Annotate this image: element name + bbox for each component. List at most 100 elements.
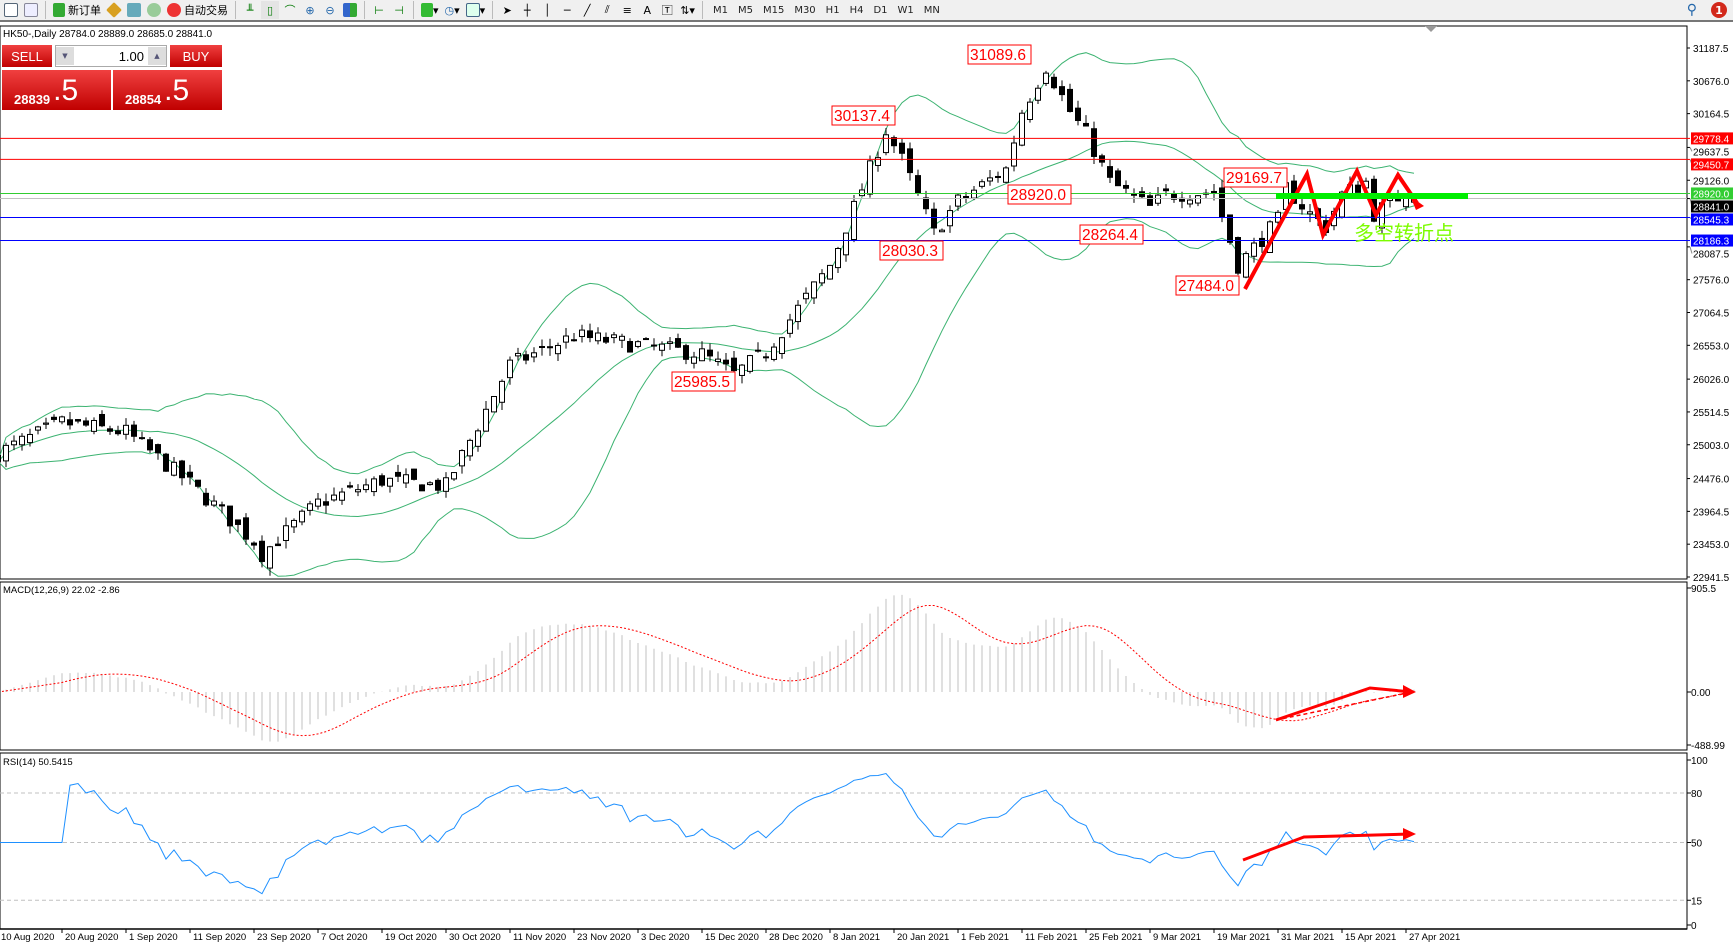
candle: [195, 479, 201, 487]
buy-price-button[interactable]: 28854.5: [113, 70, 222, 110]
price-tick-label: 26026.0: [1693, 375, 1730, 386]
annotation-label: 28030.3: [882, 243, 938, 260]
price-tick-label: 27064.5: [1693, 309, 1730, 320]
vertical-line-button[interactable]: │: [538, 1, 556, 19]
period-m30[interactable]: M30: [794, 4, 816, 16]
time-tick-label: 27 Apr 2021: [1409, 932, 1460, 943]
bar-chart-button[interactable]: ╨: [241, 1, 259, 19]
sell-price-button[interactable]: 28839.5: [2, 70, 111, 110]
candle: [283, 525, 289, 541]
candle: [755, 349, 761, 352]
candle: [491, 396, 497, 413]
text-button[interactable]: A: [638, 1, 656, 19]
decrease-lot-button[interactable]: ▼: [56, 47, 74, 65]
crosshair-button[interactable]: ┼: [518, 1, 536, 19]
period-w1[interactable]: W1: [897, 4, 914, 16]
time-tick-label: 19 Mar 2021: [1217, 932, 1270, 943]
candle: [291, 519, 297, 528]
candle: [35, 426, 41, 431]
time-tick-label: 11 Feb 2021: [1025, 932, 1078, 943]
buy-button-header[interactable]: BUY: [170, 45, 222, 67]
candle: [347, 485, 353, 488]
lot-size-field[interactable]: ▼ 1.00 ▲: [55, 45, 167, 67]
auto-trading-label: 自动交易: [184, 4, 228, 17]
periods-button[interactable]: ◷ ▾: [444, 3, 460, 17]
chart-shift-button[interactable]: ⊣: [390, 1, 408, 19]
equidistant-channel-button[interactable]: ⫽: [598, 1, 616, 19]
trendline-button[interactable]: ╱: [578, 1, 596, 19]
diamond-icon: [106, 2, 122, 18]
tile-windows-button[interactable]: [341, 1, 359, 19]
auto-trading-button[interactable]: 自动交易: [165, 1, 230, 19]
cursor-button[interactable]: ➤: [498, 1, 516, 19]
candle: [355, 489, 361, 493]
new-order-button[interactable]: 新订单: [51, 1, 103, 19]
zoom-out-button[interactable]: ⊖: [321, 1, 339, 19]
sell-button[interactable]: SELL: [2, 45, 52, 67]
period-h4[interactable]: H4: [849, 4, 864, 16]
notification-badge[interactable]: 1: [1711, 2, 1727, 18]
templates-button[interactable]: ▾: [464, 1, 488, 19]
candle: [907, 148, 913, 174]
increase-lot-button[interactable]: ▲: [148, 47, 166, 65]
arrows-button[interactable]: ⇅ ▾: [680, 3, 695, 17]
price-tick-label: 24476.0: [1693, 475, 1730, 486]
candle: [427, 482, 433, 486]
strategy-button[interactable]: [105, 1, 123, 19]
annotation-box: [831, 105, 896, 126]
autoscroll-button[interactable]: ⊢: [370, 1, 388, 19]
candle: [507, 359, 513, 379]
text-label-button[interactable]: 🅃: [658, 1, 676, 19]
period-m1[interactable]: M1: [712, 4, 728, 16]
time-tick-label: 9 Mar 2021: [1153, 932, 1201, 943]
clock-icon: ◷: [444, 3, 455, 17]
time-tick-label: 15 Dec 2020: [705, 932, 759, 943]
price-tick-label: 31187.5: [1693, 44, 1729, 55]
period-h1[interactable]: H1: [825, 4, 840, 16]
indicators-button[interactable]: ▾: [419, 1, 441, 19]
period-d1[interactable]: D1: [873, 4, 888, 16]
candle: [27, 433, 33, 444]
candle: [611, 334, 617, 339]
text-label-icon: 🅃: [661, 4, 673, 17]
period-m15[interactable]: M15: [762, 4, 785, 16]
zigzag-arrow[interactable]: [1243, 166, 1419, 290]
time-tick-label: 7 Oct 2020: [321, 932, 367, 943]
horizontal-line-button[interactable]: ─: [558, 1, 576, 19]
profiles-button[interactable]: [22, 1, 40, 19]
support-bar[interactable]: [1276, 193, 1468, 199]
candle: [267, 546, 273, 569]
macd-panel-frame: [0, 581, 1688, 751]
new-chart-button[interactable]: [2, 1, 20, 19]
candle: [739, 364, 745, 376]
candle: [603, 336, 609, 343]
zoom-in-button[interactable]: ⊕: [301, 1, 319, 19]
candle: [1091, 128, 1097, 157]
macd-arrow[interactable]: [1275, 686, 1413, 722]
fibonacci-button[interactable]: ≡: [618, 1, 636, 19]
signals-button[interactable]: [145, 1, 163, 19]
lot-size-value[interactable]: 1.00: [118, 48, 144, 64]
search-icon[interactable]: ⚲: [1686, 2, 1697, 18]
candle: [595, 332, 601, 342]
text-icon: A: [643, 3, 651, 17]
signal-icon: [147, 3, 161, 17]
line-chart-button[interactable]: ⌒: [281, 1, 299, 19]
candle: [107, 428, 113, 432]
macd-dashed-arrow[interactable]: [1275, 691, 1413, 721]
candle: [211, 500, 217, 506]
price-tick-label: 23964.5: [1693, 507, 1730, 518]
time-tick-label: 15 Apr 2021: [1345, 932, 1396, 943]
candlestick-button[interactable]: ▯: [261, 1, 279, 19]
period-m5[interactable]: M5: [737, 4, 753, 16]
add-indicator-icon: [421, 3, 433, 17]
rsi-panel: RSI(14) 50.5415: [0, 757, 1687, 901]
time-tick-label: 11 Sep 2020: [193, 932, 246, 943]
period-mn[interactable]: MN: [923, 4, 940, 16]
rsi-arrow[interactable]: [1242, 832, 1413, 862]
history-button[interactable]: [125, 1, 143, 19]
axes: 31187.5 30676.0 30164.5 29778.4 29637.5 29450…: [0, 44, 1733, 943]
candle: [115, 430, 121, 435]
pattern-text: 多空转折点: [1354, 222, 1454, 245]
